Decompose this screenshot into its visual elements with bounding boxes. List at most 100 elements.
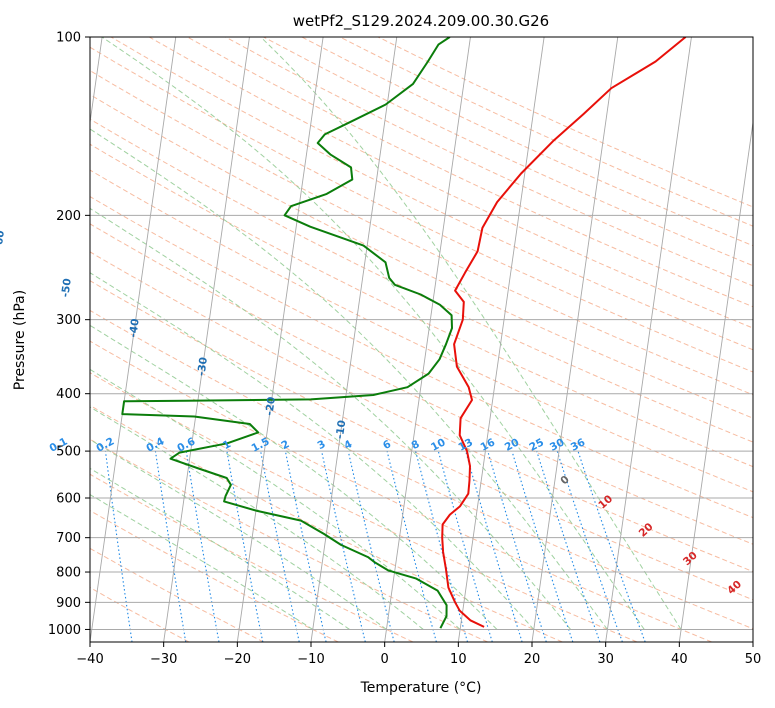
mixing-ratio-line bbox=[59, 451, 82, 642]
x-tick-label: −20 bbox=[224, 652, 251, 667]
mixing-ratio-label: 3 bbox=[316, 438, 328, 452]
isobar-grid bbox=[90, 37, 753, 630]
theta-label: 30 bbox=[681, 549, 700, 568]
isotherm-line bbox=[531, 37, 619, 642]
y-tick-label: 500 bbox=[56, 445, 81, 460]
x-tick-label: −30 bbox=[150, 652, 177, 667]
isotherm-line bbox=[90, 37, 103, 126]
dry-adiabat-line bbox=[90, 547, 264, 642]
mixing-ratio-line bbox=[154, 451, 187, 642]
theta-label: 40 bbox=[725, 578, 744, 597]
chart-title: wetPf2_S129.2024.209.00.30.G26 bbox=[293, 12, 549, 31]
mixing-ratio-line bbox=[511, 450, 574, 642]
y-tick-label: 900 bbox=[56, 596, 81, 611]
isotherm-line bbox=[384, 37, 471, 642]
mixing-ratio-line bbox=[284, 450, 327, 642]
isotherm-line bbox=[163, 37, 250, 642]
dry-adiabat-line bbox=[90, 372, 638, 642]
y-tick-label: 100 bbox=[56, 31, 81, 46]
dry-adiabat-line bbox=[90, 280, 753, 601]
x-tick-label: 20 bbox=[524, 652, 541, 667]
y-tick-label: 200 bbox=[56, 209, 81, 224]
moist-adiabat-line bbox=[90, 207, 571, 630]
mixing-ratio-line bbox=[386, 450, 437, 642]
x-tick-label: −10 bbox=[297, 652, 324, 667]
mixing-ratio-label: 1 bbox=[221, 438, 233, 452]
dry-adiabat-line bbox=[90, 510, 339, 642]
dry-adiabat-line bbox=[148, 37, 753, 329]
isotherm-line bbox=[236, 37, 324, 642]
mixing-ratio-label: 0.4 bbox=[144, 435, 166, 454]
isotherm-label: -40 bbox=[127, 318, 142, 338]
isotherm-label: -20 bbox=[264, 396, 279, 416]
x-axis: −40 −30 −20 −10 0 10 20 30 40 50 bbox=[76, 642, 761, 667]
dewpoint-profile-line bbox=[121, 37, 453, 629]
temperature-profile-line bbox=[441, 37, 687, 628]
moist-adiabat-line bbox=[90, 324, 498, 630]
theta-label: 0 bbox=[558, 473, 571, 487]
dry-adiabat-line bbox=[90, 93, 753, 419]
mixing-ratio-line bbox=[536, 450, 601, 642]
theta-label: 20 bbox=[637, 521, 656, 540]
mixing-ratio-line bbox=[185, 451, 220, 642]
mixing-ratio-label: 4 bbox=[342, 438, 354, 452]
dry-adiabat-line bbox=[90, 195, 753, 519]
isotherm-line bbox=[752, 638, 753, 642]
isotherm-label: -10 bbox=[334, 419, 349, 439]
mixing-ratio-line bbox=[321, 450, 366, 642]
moist-adiabat-line bbox=[90, 128, 608, 630]
moist-adiabat-line bbox=[260, 37, 682, 630]
y-axis-label: Pressure (hPa) bbox=[12, 290, 28, 390]
mixing-ratio-line bbox=[577, 450, 646, 642]
line-labels: -100-90-80-70-60-50-40-30-20-100.10.20.4… bbox=[0, 230, 744, 597]
moist-adiabat-line bbox=[90, 493, 314, 630]
y-axis: 100 200 300 400 500 600 700 800 900 1000 bbox=[48, 31, 90, 638]
isotherm-label: -50 bbox=[59, 278, 74, 298]
moist-adiabat-line bbox=[90, 406, 424, 630]
mixing-ratio-line bbox=[487, 450, 547, 642]
moist-adiabat-line bbox=[101, 37, 645, 630]
isotherm-line bbox=[90, 37, 177, 642]
mixing-ratio-label: 0.2 bbox=[94, 435, 116, 454]
theta-label: 10 bbox=[596, 493, 615, 512]
isotherm-line bbox=[678, 119, 753, 642]
dry-adiabat-line bbox=[90, 438, 488, 642]
dry-adiabat-line bbox=[90, 223, 753, 545]
x-tick-label: 0 bbox=[381, 652, 389, 667]
mixing-ratio-label: 2 bbox=[279, 438, 291, 452]
dry-adiabat-line bbox=[90, 46, 753, 373]
dry-adiabat-line bbox=[90, 169, 753, 493]
dry-adiabat-line bbox=[339, 37, 753, 227]
isotherm-line bbox=[310, 37, 398, 642]
x-axis-label: Temperature (°C) bbox=[360, 680, 482, 696]
moist-adiabat-line bbox=[90, 438, 387, 630]
dry-adiabat-line bbox=[90, 586, 190, 642]
x-tick-label: 30 bbox=[597, 652, 614, 667]
dry-adiabat-line bbox=[90, 143, 753, 468]
dry-adiabat-line bbox=[90, 340, 712, 642]
dry-adiabat-line bbox=[90, 70, 753, 396]
y-tick-label: 700 bbox=[56, 531, 81, 546]
dry-adiabat-line bbox=[90, 309, 753, 630]
dry-adiabats bbox=[90, 37, 753, 642]
x-tick-label: 50 bbox=[745, 652, 762, 667]
moist-adiabat-line bbox=[90, 467, 350, 630]
isotherm-label: -30 bbox=[195, 356, 210, 376]
isotherm-label: -60 bbox=[0, 230, 7, 250]
x-tick-label: 10 bbox=[450, 652, 467, 667]
isotherm-line bbox=[457, 37, 545, 642]
y-tick-label: 800 bbox=[56, 566, 81, 581]
y-tick-label: 300 bbox=[56, 313, 81, 328]
dry-adiabat-line bbox=[90, 404, 563, 642]
y-tick-label: 400 bbox=[56, 387, 81, 402]
dry-adiabat-line bbox=[90, 251, 753, 573]
isotherm-grid bbox=[90, 37, 753, 642]
plot-area bbox=[59, 37, 753, 642]
y-tick-label: 600 bbox=[56, 492, 81, 507]
dry-adiabat-line bbox=[90, 118, 753, 443]
x-tick-label: −40 bbox=[76, 652, 103, 667]
isotherm-line bbox=[605, 37, 692, 642]
mixing-ratio-label: 6 bbox=[381, 438, 393, 452]
plot-frame bbox=[89, 36, 754, 643]
